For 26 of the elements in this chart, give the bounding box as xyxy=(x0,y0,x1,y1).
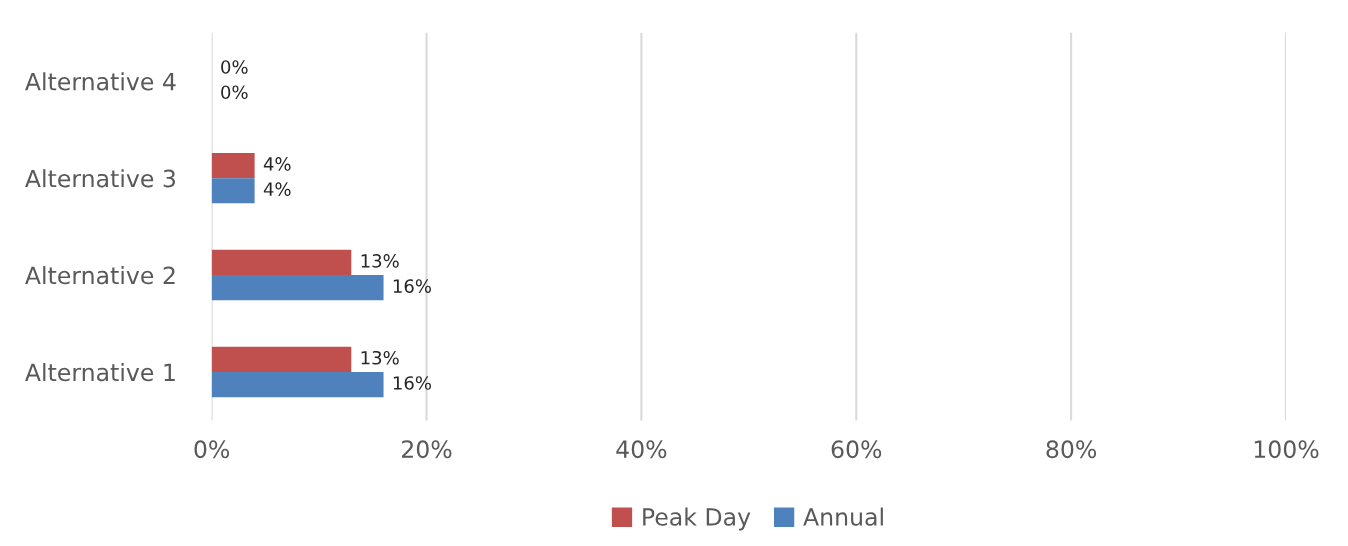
legend-label: Peak Day xyxy=(643,507,751,531)
data-label: 13% xyxy=(361,254,399,268)
bar xyxy=(211,371,384,398)
x-tick-label: 40% xyxy=(616,440,667,459)
y-tick-label: Alternative 2 xyxy=(25,266,175,285)
data-label: 4% xyxy=(263,157,291,171)
y-tick-label: Alternative 4 xyxy=(25,72,176,91)
bar xyxy=(211,152,255,179)
x-tick-label: 0% xyxy=(194,440,230,459)
data-label: 0% xyxy=(221,85,248,100)
x-tick-label: 100% xyxy=(1254,440,1319,459)
data-label: 16% xyxy=(393,279,431,293)
legend-label: Annual xyxy=(803,507,883,526)
data-label: 0% xyxy=(221,60,248,74)
y-tick-label: Alternative 1 xyxy=(25,362,175,382)
x-tick-label: 20% xyxy=(402,440,452,459)
bar xyxy=(211,346,352,372)
data-label: 13% xyxy=(361,350,399,365)
y-tick-label: Alternative 3 xyxy=(25,169,176,188)
bar xyxy=(211,178,255,204)
x-tick-label: 80% xyxy=(1046,440,1097,459)
bar xyxy=(211,275,384,301)
x-tick-label: 60% xyxy=(831,440,882,459)
data-label: 16% xyxy=(393,376,431,390)
bar xyxy=(211,249,352,276)
data-label: 4% xyxy=(263,182,291,196)
